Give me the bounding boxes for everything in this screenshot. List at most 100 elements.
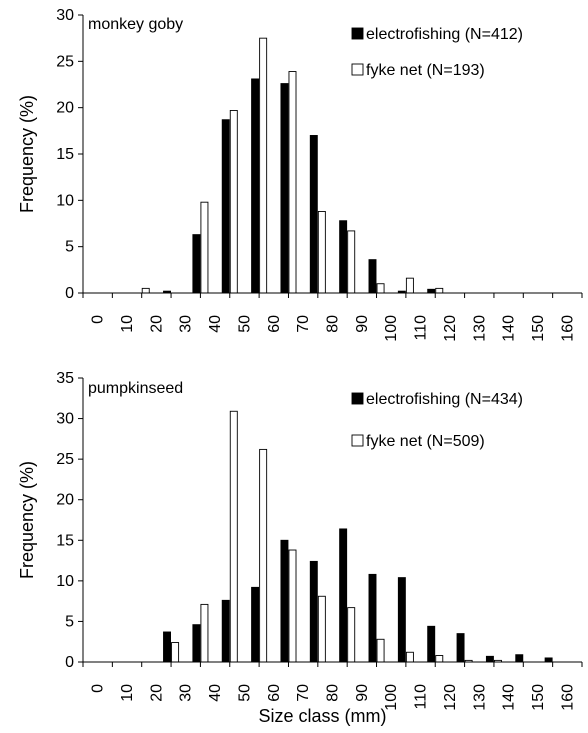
- chart-1-bar-series1-30: [192, 234, 201, 294]
- chart-1-y-tick-label: 0: [65, 285, 74, 302]
- chart-1-x-tick-label: 110: [413, 315, 430, 341]
- chart-2-x-tick-label: 30: [178, 684, 195, 702]
- chart-2-bar-series2-100: [405, 651, 414, 663]
- chart-2-x-tick-label: 80: [325, 684, 342, 702]
- chart-2-x-tick-label: 70: [295, 684, 312, 702]
- chart-1-x-tick-label: 130: [471, 315, 488, 342]
- chart-2-legend-swatch-1: [351, 392, 364, 405]
- chart-2-y-tick-label: 30: [56, 411, 74, 428]
- chart-1-y-tick-label: 20: [56, 100, 74, 117]
- chart-2-x-tick-label: 0: [90, 684, 107, 693]
- chart-2-bar-series1-90: [368, 573, 377, 663]
- chart-1-x-tick-label: 80: [325, 315, 342, 333]
- chart-1-bar-series2-100: [405, 277, 414, 294]
- chart-1-bar-series2-60: [288, 71, 297, 294]
- chart-2-bar-series1-140: [515, 654, 524, 663]
- chart-1-legend-swatch-2: [351, 63, 364, 76]
- chart-1-x-tick-label: 30: [178, 315, 195, 333]
- chart-2-y-tick-label: 35: [56, 370, 74, 387]
- chart-2-bar-series1-30: [192, 624, 201, 663]
- chart-2-bar-series2-50: [259, 448, 268, 663]
- chart-2-y-axis-label: Frequency (%): [17, 461, 37, 579]
- chart-1-y-tick-label: 10: [56, 192, 74, 209]
- chart-2-x-tick-label: 90: [354, 684, 371, 702]
- chart-2-x-tick-label: 140: [501, 684, 518, 711]
- chart-2-y-tick-label: 25: [56, 451, 74, 468]
- chart-1-bar-series1-80: [339, 220, 348, 294]
- chart-2-legend-label-2: fyke net (N=509): [366, 433, 485, 450]
- chart-2-x-axis-label: Size class (mm): [258, 706, 386, 726]
- chart-1-legend-label-2: fyke net (N=193): [366, 62, 485, 79]
- chart-2-x-tick-label: 110: [413, 684, 430, 710]
- chart-2-y-tick-label: 0: [65, 654, 74, 671]
- chart-1-y-tick-label: 15: [56, 146, 74, 163]
- chart-1-bar-series2-40: [229, 109, 238, 294]
- chart-1-y-axis-label: Frequency (%): [17, 95, 37, 213]
- chart-2-bar-series2-110: [435, 655, 444, 663]
- chart-1-bar-series2-90: [376, 283, 385, 294]
- chart-1-y-tick-label: 25: [56, 53, 74, 70]
- chart-2-x-tick-label: 60: [266, 684, 283, 702]
- chart-2-x-tick-label: 40: [207, 684, 224, 702]
- chart-2-bar-series2-20: [171, 642, 180, 663]
- chart-2-y-tick-label: 10: [56, 573, 74, 590]
- chart-2-bar-series2-90: [376, 638, 385, 663]
- chart-1-legend-label-1: electrofishing (N=412): [366, 26, 523, 43]
- chart-1-x-tick-label: 0: [90, 315, 107, 324]
- chart-1-x-tick-label: 50: [236, 315, 253, 333]
- chart-2-x-tick-label: 20: [148, 684, 165, 702]
- chart-2-bar-series2-70: [317, 595, 326, 663]
- chart-1-y-tick-label: 30: [56, 7, 74, 24]
- chart-1-bar-series1-60: [280, 83, 289, 294]
- chart-1-legend-swatch-1: [351, 27, 364, 40]
- chart-2-bar-series2-60: [288, 549, 297, 663]
- chart-1-x-tick-label: 140: [501, 315, 518, 342]
- chart-2-bar-series1-20: [163, 631, 171, 663]
- chart-1-y-tick-label: 5: [65, 239, 74, 256]
- chart-2-x-tick-label: 100: [383, 684, 400, 711]
- chart-1-bar-series1-70: [309, 135, 318, 294]
- chart-2-x-tick-label: 10: [119, 684, 136, 702]
- chart-1-bar-series2-80: [347, 230, 356, 294]
- chart-1-x-tick-label: 20: [148, 315, 165, 333]
- chart-2-bar-series2-40: [229, 410, 238, 663]
- chart-1-bar-series2-30: [200, 201, 209, 294]
- chart-2-bar-series1-110: [427, 625, 436, 663]
- chart-1-x-tick-label: 100: [383, 315, 400, 342]
- chart-2-bar-series2-30: [200, 603, 209, 663]
- chart-2-y-tick-label: 5: [65, 613, 74, 630]
- chart-2-y-tick-label: 20: [56, 492, 74, 509]
- chart-1-x-tick-label: 10: [119, 315, 136, 333]
- chart-1-bar-series2-110: [435, 287, 444, 294]
- chart-1-bar-series1-110: [427, 288, 436, 294]
- chart-1-bar-series2-70: [317, 210, 326, 294]
- chart-2-x-tick-label: 50: [236, 684, 253, 702]
- chart-1-bar-series1-40: [221, 119, 230, 294]
- chart-2-legend-label-1: electrofishing (N=434): [366, 391, 523, 408]
- chart-2-x-tick-label: 150: [530, 684, 547, 711]
- chart-2-bar-series1-130: [485, 655, 494, 663]
- chart-2-title: pumpkinseed: [88, 380, 183, 397]
- chart-2-legend-swatch-2: [351, 434, 364, 447]
- chart-1-bar-series2-10: [141, 287, 150, 294]
- chart-1-x-tick-label: 60: [266, 315, 283, 333]
- chart-2-bar-series1-50: [251, 586, 260, 663]
- chart-2-bar-series1-70: [309, 560, 318, 663]
- chart-1-x-tick-label: 40: [207, 315, 224, 333]
- chart-1-x-tick-label: 70: [295, 315, 312, 333]
- chart-1-bar-series1-90: [368, 259, 377, 294]
- chart-1-bar-series2-50: [259, 37, 268, 294]
- chart-2-bar-series1-40: [221, 599, 230, 663]
- chart-1-title: monkey goby: [88, 16, 183, 33]
- chart-2-bar-series2-80: [347, 607, 356, 663]
- chart-2-bar-series1-120: [456, 633, 465, 663]
- chart-2-x-tick-label: 160: [559, 684, 576, 711]
- chart-2-bar-series1-100: [397, 577, 406, 663]
- chart-2-bar-series1-150: [544, 657, 553, 663]
- chart-2-x-tick-label: 120: [442, 684, 459, 711]
- chart-1-x-tick-label: 120: [442, 315, 459, 342]
- chart-1-x-tick-label: 150: [530, 315, 547, 342]
- chart-2-bar-series1-60: [280, 539, 289, 663]
- chart-1-bar-series1-50: [251, 78, 260, 294]
